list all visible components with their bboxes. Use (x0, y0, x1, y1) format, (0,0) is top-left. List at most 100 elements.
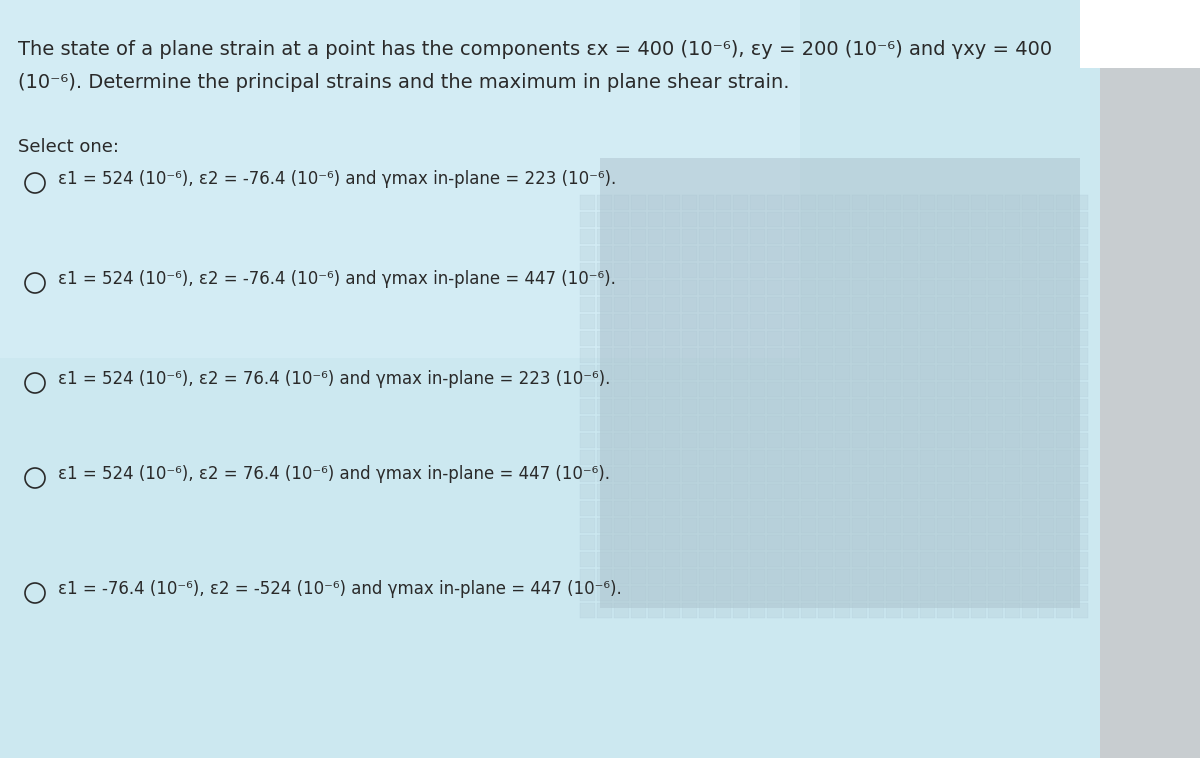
FancyBboxPatch shape (904, 314, 918, 329)
FancyBboxPatch shape (784, 382, 799, 397)
FancyBboxPatch shape (750, 280, 766, 295)
FancyBboxPatch shape (852, 348, 866, 363)
FancyBboxPatch shape (852, 569, 866, 584)
FancyBboxPatch shape (852, 416, 866, 431)
FancyBboxPatch shape (904, 569, 918, 584)
FancyBboxPatch shape (733, 569, 748, 584)
FancyBboxPatch shape (802, 484, 816, 499)
FancyBboxPatch shape (614, 365, 629, 380)
FancyBboxPatch shape (920, 348, 935, 363)
FancyBboxPatch shape (971, 246, 986, 261)
FancyBboxPatch shape (631, 552, 646, 567)
FancyBboxPatch shape (631, 416, 646, 431)
FancyBboxPatch shape (954, 297, 970, 312)
FancyBboxPatch shape (971, 467, 986, 482)
FancyBboxPatch shape (784, 518, 799, 533)
FancyBboxPatch shape (682, 246, 697, 261)
FancyBboxPatch shape (1073, 399, 1088, 414)
FancyBboxPatch shape (1056, 535, 1072, 550)
FancyBboxPatch shape (835, 331, 850, 346)
FancyBboxPatch shape (631, 603, 646, 618)
FancyBboxPatch shape (904, 467, 918, 482)
FancyBboxPatch shape (698, 314, 714, 329)
FancyBboxPatch shape (971, 280, 986, 295)
FancyBboxPatch shape (1056, 450, 1072, 465)
FancyBboxPatch shape (835, 450, 850, 465)
FancyBboxPatch shape (1022, 501, 1037, 516)
FancyBboxPatch shape (971, 535, 986, 550)
FancyBboxPatch shape (716, 416, 731, 431)
FancyBboxPatch shape (1056, 501, 1072, 516)
FancyBboxPatch shape (598, 297, 612, 312)
FancyBboxPatch shape (580, 569, 595, 584)
FancyBboxPatch shape (1022, 229, 1037, 244)
FancyBboxPatch shape (1022, 586, 1037, 601)
FancyBboxPatch shape (988, 518, 1003, 533)
FancyBboxPatch shape (784, 484, 799, 499)
FancyBboxPatch shape (648, 552, 662, 567)
FancyBboxPatch shape (665, 416, 680, 431)
FancyBboxPatch shape (937, 552, 952, 567)
FancyBboxPatch shape (852, 314, 866, 329)
FancyBboxPatch shape (1073, 280, 1088, 295)
FancyBboxPatch shape (802, 365, 816, 380)
FancyBboxPatch shape (698, 586, 714, 601)
FancyBboxPatch shape (920, 586, 935, 601)
FancyBboxPatch shape (682, 195, 697, 210)
FancyBboxPatch shape (1056, 484, 1072, 499)
FancyBboxPatch shape (1073, 603, 1088, 618)
FancyBboxPatch shape (971, 518, 986, 533)
FancyBboxPatch shape (835, 246, 850, 261)
FancyBboxPatch shape (784, 212, 799, 227)
FancyBboxPatch shape (1006, 348, 1020, 363)
FancyBboxPatch shape (614, 501, 629, 516)
FancyBboxPatch shape (937, 195, 952, 210)
FancyBboxPatch shape (767, 586, 782, 601)
FancyBboxPatch shape (614, 314, 629, 329)
FancyBboxPatch shape (937, 280, 952, 295)
FancyBboxPatch shape (665, 433, 680, 448)
FancyBboxPatch shape (818, 229, 833, 244)
FancyBboxPatch shape (869, 416, 884, 431)
FancyBboxPatch shape (852, 399, 866, 414)
FancyBboxPatch shape (614, 297, 629, 312)
FancyBboxPatch shape (733, 603, 748, 618)
FancyBboxPatch shape (835, 535, 850, 550)
FancyBboxPatch shape (784, 603, 799, 618)
FancyBboxPatch shape (1039, 263, 1054, 278)
FancyBboxPatch shape (1056, 416, 1072, 431)
FancyBboxPatch shape (818, 263, 833, 278)
FancyBboxPatch shape (920, 501, 935, 516)
FancyBboxPatch shape (698, 569, 714, 584)
FancyBboxPatch shape (733, 518, 748, 533)
FancyBboxPatch shape (750, 518, 766, 533)
FancyBboxPatch shape (835, 501, 850, 516)
FancyBboxPatch shape (971, 416, 986, 431)
FancyBboxPatch shape (1039, 586, 1054, 601)
FancyBboxPatch shape (904, 586, 918, 601)
FancyBboxPatch shape (767, 229, 782, 244)
FancyBboxPatch shape (598, 535, 612, 550)
FancyBboxPatch shape (1022, 348, 1037, 363)
FancyBboxPatch shape (852, 246, 866, 261)
FancyBboxPatch shape (767, 518, 782, 533)
FancyBboxPatch shape (665, 399, 680, 414)
FancyBboxPatch shape (716, 246, 731, 261)
FancyBboxPatch shape (886, 416, 901, 431)
FancyBboxPatch shape (869, 484, 884, 499)
FancyBboxPatch shape (1006, 484, 1020, 499)
FancyBboxPatch shape (750, 348, 766, 363)
FancyBboxPatch shape (614, 348, 629, 363)
FancyBboxPatch shape (665, 212, 680, 227)
FancyBboxPatch shape (937, 229, 952, 244)
FancyBboxPatch shape (631, 535, 646, 550)
FancyBboxPatch shape (818, 280, 833, 295)
FancyBboxPatch shape (784, 263, 799, 278)
FancyBboxPatch shape (818, 450, 833, 465)
FancyBboxPatch shape (818, 246, 833, 261)
FancyBboxPatch shape (580, 229, 595, 244)
FancyBboxPatch shape (904, 212, 918, 227)
FancyBboxPatch shape (580, 297, 595, 312)
FancyBboxPatch shape (802, 467, 816, 482)
FancyBboxPatch shape (1022, 535, 1037, 550)
